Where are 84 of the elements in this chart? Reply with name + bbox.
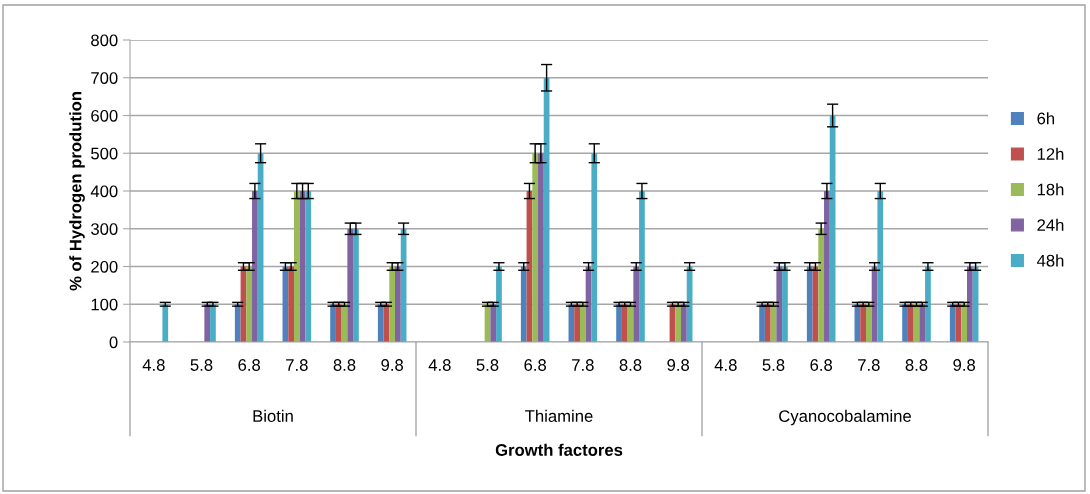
bar [305, 191, 312, 342]
bar [234, 304, 241, 342]
bar [907, 304, 914, 342]
legend-label: 6h [1037, 112, 1055, 125]
x-tick-label: 5.8 [762, 359, 785, 371]
y-tick-label: 500 [91, 147, 118, 160]
x-tick-label: 4.8 [142, 359, 165, 371]
x-tick-label: 7.8 [286, 359, 308, 371]
x-tick-label: 5.8 [476, 359, 499, 371]
x-tick-label: 6.8 [524, 359, 547, 371]
bar [877, 191, 884, 342]
bar [675, 304, 682, 342]
bar [919, 304, 926, 342]
x-tick-label: 6.8 [810, 359, 833, 371]
bar [806, 266, 813, 342]
x-tick-label: 8.8 [619, 359, 642, 371]
bar [621, 304, 628, 342]
bar [377, 304, 384, 342]
bar [347, 228, 354, 342]
x-tick-label: 6.8 [238, 359, 261, 371]
bar [633, 266, 640, 342]
y-tick-label: 800 [91, 34, 118, 47]
bar [395, 266, 401, 342]
bar [246, 266, 253, 342]
bar [288, 266, 294, 342]
text: Thiamine [525, 409, 593, 422]
bar [925, 266, 931, 342]
x-tick-label: 9.8 [381, 359, 404, 371]
x-tick-label: 9.8 [667, 359, 690, 371]
legend-label: 24h [1037, 218, 1064, 231]
x-tick-label: 7.8 [572, 359, 594, 371]
bar [824, 191, 830, 342]
bar [639, 191, 645, 342]
legend-label: 48h [1036, 254, 1064, 267]
bar [860, 304, 866, 342]
bar [574, 304, 580, 342]
bar [162, 304, 169, 342]
bar [293, 191, 300, 342]
y-axis-title: % of Hydrogen prodution [69, 92, 85, 291]
bar [496, 266, 502, 342]
x-tick-label: 8.8 [333, 359, 356, 371]
x-axis-title: Growth factores [495, 443, 623, 456]
bar [967, 266, 973, 342]
bar [681, 304, 687, 342]
y-tick-label: 200 [91, 260, 118, 273]
bar [210, 304, 216, 342]
legend-label: 18h [1037, 183, 1064, 196]
x-tick-label: 5.8 [190, 359, 213, 371]
bar [764, 304, 771, 342]
bar [865, 304, 872, 342]
bar [961, 304, 968, 342]
x-tick-label: 4.8 [714, 359, 737, 371]
x-tick-label: 7.8 [858, 359, 880, 371]
y-tick-label: 700 [91, 72, 118, 84]
bar [330, 304, 336, 342]
bar [389, 266, 396, 342]
y-tick-label: 300 [91, 223, 118, 235]
bar [776, 266, 783, 342]
bar [949, 304, 956, 342]
x-tick-label: 9.8 [953, 359, 976, 371]
bar [252, 191, 258, 342]
text: Biotin [253, 409, 293, 422]
bar [616, 304, 622, 342]
bar [520, 266, 527, 342]
legend-label: 12h [1037, 147, 1064, 160]
bar [538, 153, 544, 342]
bar [902, 304, 908, 342]
bar [353, 228, 359, 342]
y-tick-label: 100 [91, 298, 118, 311]
y-tick-label: 0 [109, 336, 118, 349]
bar [532, 153, 539, 342]
bar [759, 304, 765, 342]
bar [782, 266, 788, 342]
bar [204, 304, 211, 342]
bar [490, 304, 497, 342]
x-tick-label: 4.8 [428, 359, 451, 371]
x-tick-label: 8.8 [905, 359, 928, 371]
bar [335, 304, 342, 342]
y-tick-label: 400 [90, 185, 118, 198]
text: Cyanocobalamine [779, 409, 911, 426]
bar [818, 228, 825, 342]
bar [579, 304, 586, 342]
bar [591, 153, 598, 342]
y-tick-label: 600 [91, 109, 118, 122]
